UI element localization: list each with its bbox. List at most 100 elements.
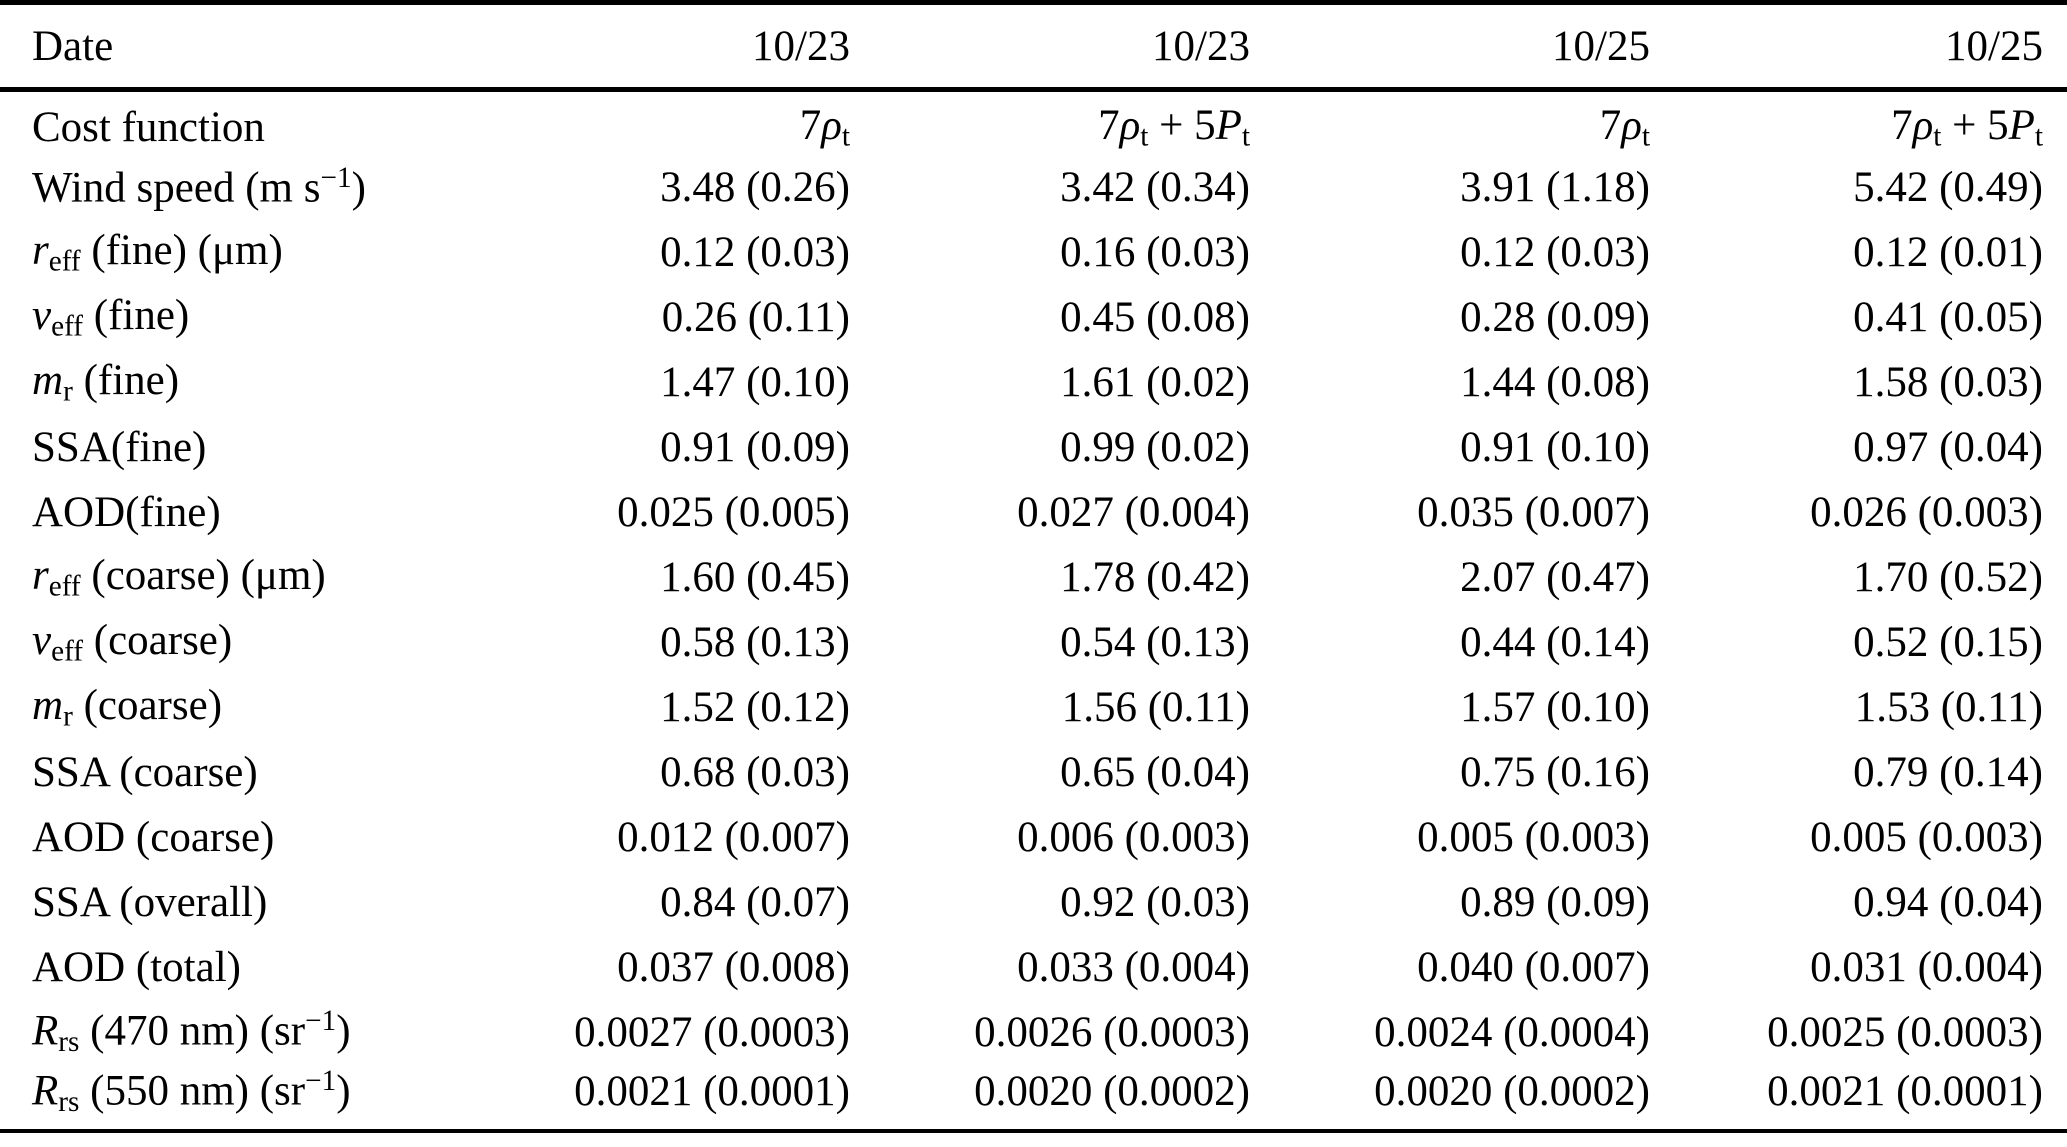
table-row-aod-coarse: AOD (coarse) 0.012 (0.007) 0.006 (0.003) 0.… xyxy=(0,805,2067,870)
label-segment: 7 xyxy=(1891,102,1913,150)
label-segment: (coarse) xyxy=(83,616,233,664)
cell-ssa-coarse-col3: 0.75 (0.16) xyxy=(1460,748,1650,796)
cell-reff-fine-col2: 0.16 (0.03) xyxy=(1060,228,1250,276)
cell-ssa-coarse-col2: 0.65 (0.04) xyxy=(1060,748,1250,796)
label-segment: t xyxy=(2034,120,2043,153)
row-label-mr-fine: mr (fine) xyxy=(0,350,460,415)
label-segment: SSA(fine) xyxy=(32,423,207,471)
label-segment: t xyxy=(1241,120,1250,153)
label-segment: ) xyxy=(351,164,366,212)
cell-veff-fine-col2: 0.45 (0.08) xyxy=(1060,293,1250,341)
label-segment: −1 xyxy=(305,1004,337,1037)
label-segment: t xyxy=(1140,120,1149,153)
cell-mr-coarse-col2: 1.56 (0.11) xyxy=(1061,683,1250,731)
cell-veff-fine-col4: 0.41 (0.05) xyxy=(1853,293,2043,341)
cell-veff-coarse-col4: 0.52 (0.15) xyxy=(1853,618,2043,666)
label-segment: rs xyxy=(58,1026,80,1059)
cell-aod-total-col3: 0.040 (0.007) xyxy=(1417,943,1650,991)
cell-reff-fine-col3: 0.12 (0.03) xyxy=(1460,228,1650,276)
label-segment: ) xyxy=(336,1007,351,1055)
label-segment: r xyxy=(32,551,49,599)
cell-reff-fine-col4: 0.12 (0.01) xyxy=(1853,228,2043,276)
cell-mr-fine-col1: 1.47 (0.10) xyxy=(660,358,850,406)
cell-rrs-470-col1: 0.0027 (0.0003) xyxy=(574,1008,850,1056)
label-segment: −1 xyxy=(305,1064,337,1097)
label-segment: t xyxy=(1641,120,1650,153)
label-segment: (fine) xyxy=(72,356,180,404)
table-body: Cost function 7ρt 7ρt + 5Pt 7ρt 7ρt + 5Pt Win… xyxy=(0,90,2067,1131)
cell-wind-speed-col4: 5.42 (0.49) xyxy=(1853,163,2043,211)
cell-aod-coarse-col3: 0.005 (0.003) xyxy=(1417,813,1650,861)
table-row-aod-total: AOD (total) 0.037 (0.008) 0.033 (0.004) 0.0… xyxy=(0,935,2067,1000)
label-segment: (fine) xyxy=(83,291,190,339)
row-label-veff-coarse: veff (coarse) xyxy=(0,610,460,675)
cell-wind-speed-col1: 3.48 (0.26) xyxy=(660,163,850,211)
label-segment: R xyxy=(32,1067,59,1115)
cell-ssa-overall-col4: 0.94 (0.04) xyxy=(1853,878,2043,926)
row-label-reff-coarse: reff (coarse) (μm) xyxy=(0,545,460,610)
label-segment: 7 xyxy=(799,102,822,150)
cell-mr-coarse-col1: 1.52 (0.12) xyxy=(660,683,850,731)
row-label-rrs-470: Rrs (470 nm) (sr−1) xyxy=(0,1000,460,1065)
header-col-date-2: 10/23 xyxy=(860,2,1260,92)
table-row-cost-function: Cost function 7ρt 7ρt + 5Pt 7ρt 7ρt + 5Pt xyxy=(0,90,2067,155)
label-segment: v xyxy=(32,616,52,664)
cell-reff-coarse-col1: 1.60 (0.45) xyxy=(660,553,850,601)
cell-rrs-470-col2: 0.0026 (0.0003) xyxy=(974,1008,1250,1056)
cell-aod-fine-col3: 0.035 (0.007) xyxy=(1417,488,1650,536)
label-segment: SSA (overall) xyxy=(32,878,268,926)
cell-rrs-470-col3: 0.0024 (0.0004) xyxy=(1374,1008,1650,1056)
row-label-mr-coarse: mr (coarse) xyxy=(0,675,460,740)
label-segment: ρ xyxy=(1119,102,1141,150)
label-segment: (coarse) (μm) xyxy=(80,551,326,599)
cell-ssa-fine-col3: 0.91 (0.10) xyxy=(1460,423,1650,471)
table-row-rrs-470: Rrs (470 nm) (sr−1) 0.0027 (0.0003) 0.0026… xyxy=(0,1000,2067,1065)
label-segment: AOD (coarse) xyxy=(32,813,275,861)
label-segment: SSA (coarse) xyxy=(32,748,258,796)
cell-aod-coarse-col1: 0.012 (0.007) xyxy=(617,813,850,861)
cell-rrs-550-col2: 0.0020 (0.0002) xyxy=(974,1068,1250,1116)
cell-cost-function-col3: 7ρt xyxy=(1260,90,1660,155)
cell-ssa-overall-col2: 0.92 (0.03) xyxy=(1060,878,1250,926)
label-segment: R xyxy=(32,1007,59,1055)
label-segment: eff xyxy=(51,310,84,343)
row-label-ssa-fine: SSA(fine) xyxy=(0,415,460,480)
table-row-ssa-overall: SSA (overall) 0.84 (0.07) 0.92 (0.03) 0.89 … xyxy=(0,870,2067,935)
label-segment: m xyxy=(32,681,64,729)
label-segment: (coarse) xyxy=(72,681,223,729)
label-segment: Wind speed (m s xyxy=(32,164,321,212)
table-row-rrs-550: Rrs (550 nm) (sr−1) 0.0021 (0.0001) 0.0020… xyxy=(0,1065,2067,1131)
label-segment: eff xyxy=(48,570,81,603)
cell-veff-coarse-col1: 0.58 (0.13) xyxy=(660,618,850,666)
label-segment: t xyxy=(1933,120,1942,153)
label-segment: + 5 xyxy=(1148,102,1216,150)
label-segment: r xyxy=(63,700,73,733)
cell-veff-coarse-col2: 0.54 (0.13) xyxy=(1060,618,1250,666)
cell-mr-fine-col4: 1.58 (0.03) xyxy=(1853,358,2043,406)
label-segment: P xyxy=(2008,102,2035,150)
label-segment: ρ xyxy=(821,102,842,150)
label-segment: (550 nm) (sr xyxy=(79,1067,306,1115)
cell-ssa-overall-col1: 0.84 (0.07) xyxy=(660,878,850,926)
table-header: Date 10/23 10/23 10/25 10/25 xyxy=(0,2,2067,92)
label-segment: rs xyxy=(58,1085,80,1118)
table-row-mr-coarse: mr (coarse) 1.52 (0.12) 1.56 (0.11) 1.57 (0… xyxy=(0,675,2067,740)
label-segment: ρ xyxy=(1912,102,1934,150)
cell-mr-coarse-col4: 1.53 (0.11) xyxy=(1854,683,2043,731)
header-row: Date 10/23 10/23 10/25 10/25 xyxy=(0,2,2067,92)
cell-aod-fine-col2: 0.027 (0.004) xyxy=(1017,488,1250,536)
cell-cost-function-col2: 7ρt + 5Pt xyxy=(860,90,1260,155)
label-segment: 7 xyxy=(1599,102,1622,150)
cell-reff-coarse-col3: 2.07 (0.47) xyxy=(1460,553,1650,601)
cell-ssa-overall-col3: 0.89 (0.09) xyxy=(1460,878,1650,926)
cell-rrs-550-col1: 0.0021 (0.0001) xyxy=(574,1068,850,1116)
cell-ssa-fine-col2: 0.99 (0.02) xyxy=(1060,423,1250,471)
row-label-cost-function: Cost function xyxy=(0,90,460,155)
label-segment: v xyxy=(32,291,52,339)
cell-veff-fine-col1: 0.26 (0.11) xyxy=(661,293,850,341)
label-segment: t xyxy=(841,120,850,153)
label-segment: (470 nm) (sr xyxy=(79,1007,306,1055)
label-segment: r xyxy=(63,375,73,408)
row-label-rrs-550: Rrs (550 nm) (sr−1) xyxy=(0,1065,460,1131)
